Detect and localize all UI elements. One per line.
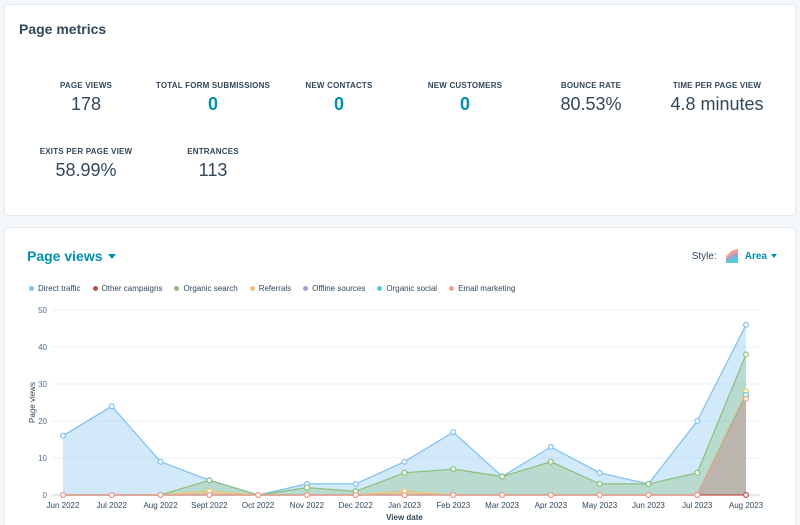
- style-dropdown[interactable]: Area: [745, 251, 777, 262]
- metric-label: BOUNCE RATE: [560, 81, 622, 90]
- chart-style-control: Style: Area: [692, 248, 777, 264]
- page-views-card: Page views Style: Area Direct traffic Oth…: [4, 227, 796, 525]
- legend-item[interactable]: Email marketing: [449, 284, 515, 293]
- chevron-down-icon: [107, 254, 116, 259]
- metric-new-contacts: NEW CONTACTS 0: [269, 81, 409, 115]
- metric-value-link[interactable]: 0: [459, 94, 470, 114]
- legend-label: Organic search: [183, 284, 238, 293]
- metric-exits-per-page-view: EXITS PER PAGE VIEW 58.99%: [16, 147, 156, 181]
- legend-item[interactable]: Organic search: [174, 284, 238, 293]
- metric-label: TOTAL FORM SUBMISSIONS: [155, 81, 271, 90]
- metric-value: 4.8 minutes: [670, 94, 764, 114]
- metric-label: NEW CONTACTS: [305, 81, 373, 90]
- legend-label: Other campaigns: [101, 284, 163, 293]
- metric-new-customers: NEW CUSTOMERS 0: [395, 81, 535, 115]
- page-metrics-title: Page metrics: [19, 21, 107, 37]
- metric-value-link[interactable]: 0: [333, 94, 344, 114]
- legend-label: Referrals: [258, 284, 292, 293]
- metric-value: 58.99%: [55, 160, 117, 180]
- legend-label: Direct traffic: [38, 284, 81, 293]
- metric-label: PAGE VIEWS: [59, 81, 113, 90]
- metric-label: TIME PER PAGE VIEW: [672, 81, 762, 90]
- page-views-title: Page views: [27, 248, 103, 264]
- chart-legend: Direct traffic Other campaigns Organic sea…: [29, 284, 527, 293]
- legend-item[interactable]: Referrals: [249, 284, 292, 293]
- legend-item[interactable]: Organic social: [377, 284, 437, 293]
- legend-item[interactable]: Direct traffic: [29, 284, 81, 293]
- style-label: Style:: [691, 250, 717, 262]
- legend-dot: [92, 286, 98, 291]
- legend-dot: [29, 286, 34, 291]
- metric-entrances: ENTRANCES 113: [143, 147, 283, 181]
- metric-total-form-submissions: TOTAL FORM SUBMISSIONS 0: [143, 81, 283, 115]
- metric-value-link[interactable]: 0: [207, 94, 218, 114]
- page-views-dropdown[interactable]: Page views: [27, 248, 116, 264]
- legend-item[interactable]: Other campaigns: [92, 284, 163, 293]
- metric-value: 80.53%: [560, 94, 622, 114]
- metric-label: NEW CUSTOMERS: [427, 81, 503, 90]
- legend-item[interactable]: Offline sources: [303, 284, 365, 293]
- area-chart-icon: [725, 249, 738, 263]
- metric-time-per-page-view: TIME PER PAGE VIEW 4.8 minutes: [647, 81, 787, 115]
- legend-label: Organic social: [386, 284, 438, 293]
- legend-dot: [303, 286, 309, 291]
- legend-dot: [377, 286, 383, 291]
- legend-dot: [249, 286, 255, 291]
- legend-label: Email marketing: [458, 284, 516, 293]
- metric-page-views: PAGE VIEWS 178: [16, 81, 156, 115]
- legend-dot: [174, 286, 180, 291]
- metric-value: 178: [70, 94, 102, 114]
- legend-label: Offline sources: [312, 284, 366, 293]
- metric-value: 113: [198, 160, 228, 180]
- page-metrics-card: Page metrics PAGE VIEWS 178 TOTAL FORM S…: [4, 4, 796, 216]
- metric-bounce-rate: BOUNCE RATE 80.53%: [521, 81, 661, 115]
- metric-label: EXITS PER PAGE VIEW: [39, 147, 133, 156]
- chevron-down-icon: [771, 253, 777, 258]
- legend-dot: [449, 286, 455, 291]
- metric-label: ENTRANCES: [187, 147, 239, 156]
- style-value: Area: [744, 250, 767, 262]
